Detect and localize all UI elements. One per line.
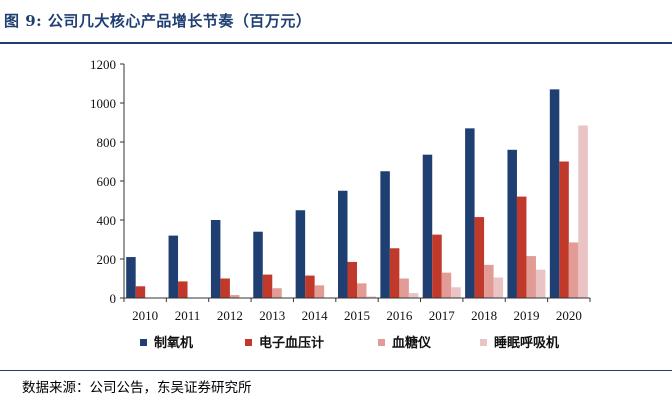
bar-制氧机-2011: [168, 235, 179, 298]
x-tick-label: 2010: [132, 308, 158, 323]
bar-制氧机-2013: [253, 231, 263, 298]
bar-睡眠呼吸机-2018: [493, 277, 504, 298]
legend-swatch: [245, 339, 252, 346]
bar-电子血压计-2013: [262, 274, 273, 298]
bar-电子血压计-2017: [432, 234, 442, 298]
x-tick-label: 2016: [386, 308, 413, 323]
bar-睡眠呼吸机-2017: [451, 287, 461, 298]
bar-电子血压计-2016: [389, 248, 400, 298]
x-tick-label: 2015: [344, 308, 370, 323]
y-tick-label: 200: [97, 252, 117, 267]
x-tick-label: 2014: [302, 308, 329, 323]
legend-swatch: [378, 339, 385, 346]
bar-血糖仪-2017: [441, 272, 452, 298]
bar-电子血压计-2012: [220, 278, 230, 298]
bar-血糖仪-2014: [314, 285, 325, 298]
page-title: 图 9: 公司几大核心产品增长节奏（百万元）: [4, 12, 312, 30]
legend-label: 电子血压计: [259, 335, 324, 351]
legend: 制氧机 电子血压计 血糖仪 睡眠呼吸机: [140, 335, 559, 351]
bar-电子血压计-2014: [305, 275, 315, 298]
x-tick-label: 2020: [556, 308, 582, 323]
x-tick-label: 2019: [513, 308, 539, 323]
bar-电子血压计-2019: [516, 196, 527, 298]
bar-血糖仪-2019: [526, 256, 536, 298]
bar-电子血压计-2018: [474, 217, 485, 298]
legend-label: 血糖仪: [392, 335, 432, 351]
legend-label: 制氧机: [154, 335, 193, 351]
x-tick-label: 2018: [471, 308, 497, 323]
bar-制氧机-2019: [507, 149, 517, 298]
bar-制氧机-2012: [210, 220, 221, 298]
y-tick-label: 600: [97, 174, 117, 189]
bar-血糖仪-2012: [229, 295, 240, 298]
top-rule: [0, 42, 672, 44]
bar-睡眠呼吸机-2015: [366, 296, 376, 298]
bar-制氧机-2018: [465, 128, 475, 298]
bar-血糖仪-2018: [484, 264, 494, 298]
bar-血糖仪-2020: [568, 242, 579, 298]
bar-制氧机-2020: [549, 89, 560, 298]
bar-睡眠呼吸机-2019: [535, 269, 546, 298]
bar-制氧机-2016: [380, 171, 390, 298]
x-tick-label: 2012: [217, 308, 243, 323]
y-tick-label: 800: [97, 135, 117, 150]
y-tick-label: 400: [97, 213, 117, 228]
bar-血糖仪-2015: [357, 283, 367, 298]
y-axis: 0 200 400 600 800 1000 1200: [90, 57, 125, 306]
legend-swatch: [480, 339, 487, 346]
bar-制氧机-2010: [126, 257, 136, 298]
bar-电子血压计-2010: [135, 286, 146, 298]
x-axis: 2010 2011 2012 2013 2014 2015 2016 2017 2018 2019…: [123, 297, 591, 323]
bar-电子血压计-2011: [178, 281, 188, 298]
x-tick-label: 2011: [175, 308, 201, 323]
legend-swatch: [140, 339, 147, 346]
y-tick-label: 0: [110, 291, 117, 306]
bar-制氧机-2014: [295, 210, 306, 298]
bars-group: [126, 89, 588, 298]
legend-label: 睡眠呼吸机: [494, 335, 559, 351]
bottom-rule: [0, 370, 672, 371]
bar-睡眠呼吸机-2016: [408, 293, 419, 298]
bar-血糖仪-2013: [272, 288, 282, 298]
bar-电子血压计-2020: [559, 161, 569, 298]
bar-制氧机-2015: [338, 190, 348, 298]
x-tick-label: 2017: [429, 308, 456, 323]
y-tick-label: 1000: [90, 96, 116, 111]
y-tick-label: 1200: [90, 57, 116, 72]
bar-电子血压计-2015: [347, 261, 357, 298]
x-tick-label: 2013: [259, 308, 285, 323]
source-note: 数据来源：公司公告，东吴证券研究所: [22, 380, 252, 396]
bar-血糖仪-2016: [399, 278, 409, 298]
bar-睡眠呼吸机-2020: [578, 125, 588, 298]
bar-制氧机-2017: [422, 154, 433, 298]
